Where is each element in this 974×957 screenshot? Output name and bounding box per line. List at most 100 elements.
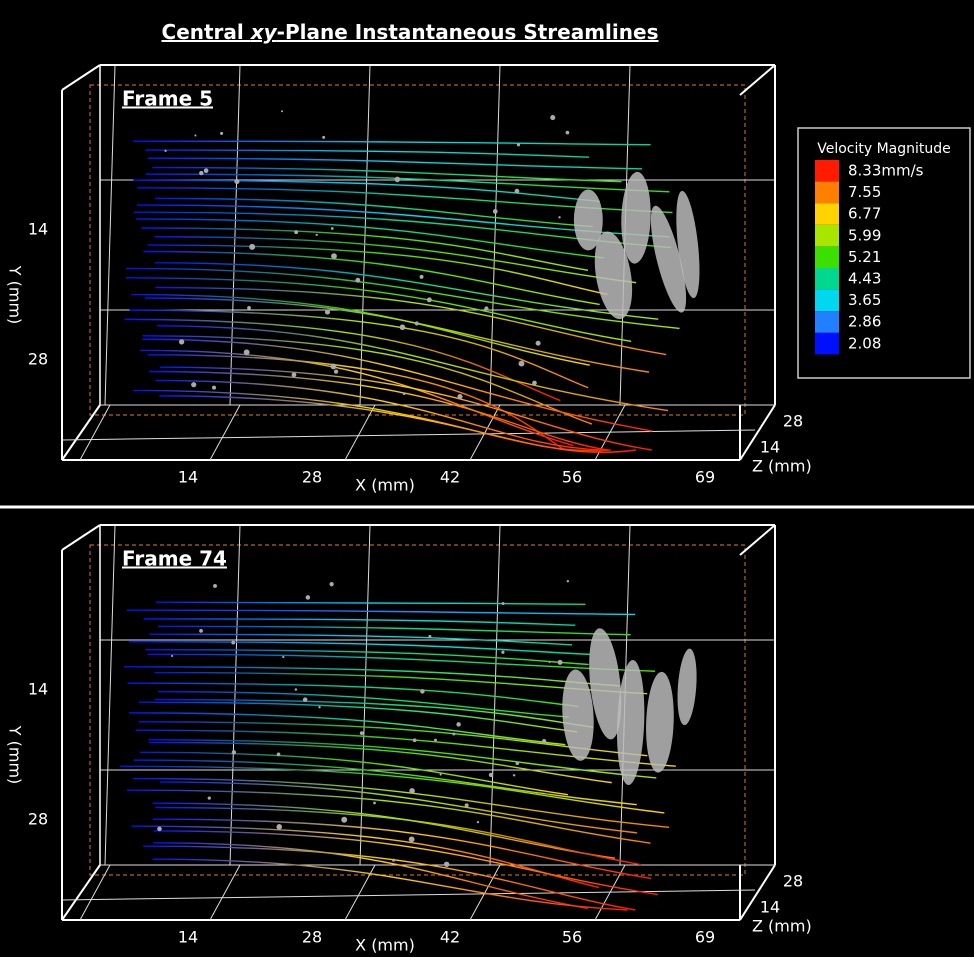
x-tick-label: 28 bbox=[302, 468, 322, 487]
title-part: Central bbox=[162, 20, 251, 44]
particle bbox=[513, 774, 515, 776]
particle bbox=[281, 110, 283, 112]
particle bbox=[456, 722, 460, 726]
colorbar-label: 4.43 bbox=[848, 270, 881, 288]
colorbar-swatch bbox=[815, 203, 839, 225]
particle bbox=[331, 253, 337, 259]
x-tick-label: 56 bbox=[562, 928, 582, 947]
x-tick-label: 69 bbox=[695, 928, 715, 947]
particle bbox=[395, 177, 401, 183]
particle bbox=[427, 297, 432, 302]
y-axis-label: Y (mm) bbox=[6, 265, 25, 325]
particle bbox=[318, 706, 320, 708]
particle bbox=[276, 824, 282, 830]
particle bbox=[516, 761, 520, 765]
particle bbox=[244, 349, 250, 355]
colorbar-swatch bbox=[815, 290, 839, 312]
z-tick-label: 28 bbox=[783, 412, 803, 431]
particle bbox=[199, 171, 203, 175]
particle bbox=[232, 750, 236, 754]
particle bbox=[194, 134, 196, 136]
particle bbox=[292, 372, 297, 377]
particle bbox=[515, 189, 520, 194]
particle bbox=[316, 234, 318, 236]
particle bbox=[558, 216, 560, 218]
particle bbox=[517, 143, 520, 146]
particle bbox=[457, 394, 462, 399]
particle bbox=[420, 689, 425, 694]
particle bbox=[341, 817, 347, 823]
particle bbox=[566, 131, 570, 135]
particle bbox=[294, 230, 298, 234]
x-tick-label: 14 bbox=[178, 468, 198, 487]
particle bbox=[213, 584, 217, 588]
y-tick-label: 28 bbox=[28, 810, 48, 829]
x-tick-label: 14 bbox=[178, 928, 198, 947]
frame-label: Frame 5 bbox=[122, 87, 213, 111]
colorbar-title: Velocity Magnitude bbox=[817, 141, 951, 157]
y-tick-label: 28 bbox=[28, 350, 48, 369]
particle bbox=[542, 739, 546, 743]
particle bbox=[171, 655, 173, 657]
particle bbox=[208, 796, 211, 799]
particle bbox=[444, 862, 449, 867]
particle bbox=[247, 306, 251, 310]
particle bbox=[220, 132, 223, 135]
particle bbox=[249, 244, 255, 250]
z-tick-label: 28 bbox=[783, 872, 803, 891]
frame-label: Frame 74 bbox=[122, 547, 227, 571]
particle bbox=[360, 731, 364, 735]
particle bbox=[164, 150, 166, 152]
colorbar-swatch bbox=[815, 268, 839, 290]
particle bbox=[179, 339, 184, 344]
particle bbox=[373, 802, 376, 805]
particle bbox=[502, 602, 505, 605]
z-tick-label: 14 bbox=[760, 438, 780, 457]
particle bbox=[392, 859, 395, 862]
colorbar-label: 7.55 bbox=[848, 183, 881, 201]
y-axis-label: Y (mm) bbox=[6, 725, 25, 785]
particle bbox=[567, 580, 569, 582]
title-part: xy bbox=[250, 20, 278, 44]
particle bbox=[493, 209, 498, 214]
colorbar-label: 2.08 bbox=[848, 334, 881, 352]
particle bbox=[199, 629, 203, 633]
particle bbox=[400, 324, 406, 330]
particle bbox=[428, 635, 431, 638]
figure: Central xy-Plane Instantaneous Streamlin… bbox=[0, 0, 974, 957]
particle bbox=[157, 827, 162, 832]
particle bbox=[282, 656, 284, 658]
colorbar-swatch bbox=[815, 182, 839, 204]
particle bbox=[550, 115, 555, 120]
particle bbox=[306, 595, 311, 600]
particle bbox=[519, 361, 525, 367]
particle bbox=[322, 136, 325, 139]
z-axis-label: Z (mm) bbox=[752, 457, 812, 476]
particle bbox=[331, 227, 334, 230]
particle bbox=[325, 310, 330, 315]
particle bbox=[355, 278, 360, 283]
particle bbox=[413, 738, 417, 742]
colorbar-label: 6.77 bbox=[848, 205, 881, 223]
colorbar-label: 8.33mm/s bbox=[848, 162, 924, 180]
z-tick-label: 14 bbox=[760, 898, 780, 917]
particle bbox=[277, 753, 281, 757]
particle bbox=[484, 306, 488, 310]
title-part: -Plane Instantaneous Streamlines bbox=[277, 20, 659, 44]
particle bbox=[452, 733, 455, 736]
particle bbox=[434, 739, 437, 742]
particle bbox=[477, 821, 479, 823]
particle bbox=[532, 381, 537, 386]
particle bbox=[231, 641, 235, 645]
x-tick-label: 56 bbox=[562, 468, 582, 487]
colorbar: Velocity Magnitude 8.33mm/s7.556.775.995… bbox=[798, 128, 970, 378]
particle bbox=[558, 660, 563, 665]
particle bbox=[212, 386, 216, 390]
x-axis-label: X (mm) bbox=[355, 476, 415, 495]
figure-title: Central xy-Plane Instantaneous Streamlin… bbox=[162, 20, 659, 44]
particle bbox=[303, 697, 308, 702]
colorbar-label: 5.99 bbox=[848, 226, 881, 244]
colorbar-label: 2.86 bbox=[848, 313, 881, 331]
z-axis-label: Z (mm) bbox=[752, 917, 812, 936]
y-tick-label: 14 bbox=[28, 220, 48, 239]
